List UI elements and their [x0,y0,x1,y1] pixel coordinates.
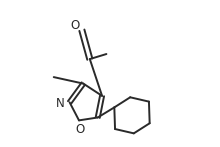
Text: O: O [70,19,79,32]
Text: N: N [56,97,65,110]
Text: O: O [75,123,84,136]
